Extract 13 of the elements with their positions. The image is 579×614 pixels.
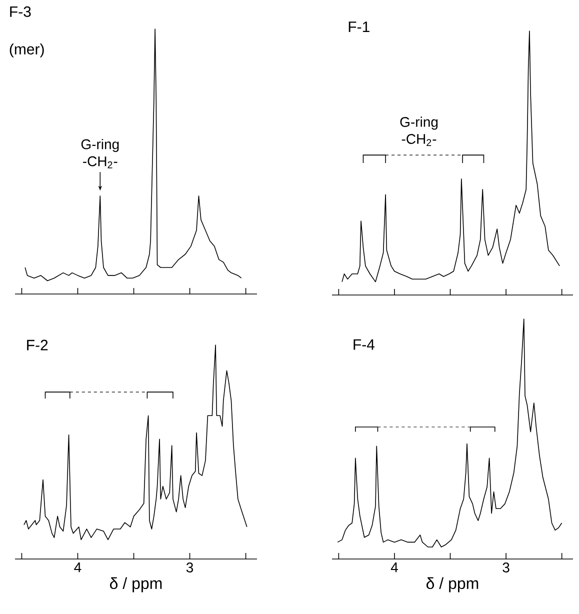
text: (mer) [10,43,44,58]
x-axis-title: δ / ppm [426,577,478,592]
chart-title: F-1 [348,22,370,32]
x-tick-label: 3 [502,562,510,572]
chart-title: F-2 [27,340,48,350]
chart-title: F-3 [10,6,31,17]
x-tick-label: 3 [186,562,194,572]
annotation: G-ring -CH$_{2}$- [81,138,119,168]
text: F-4 [354,339,375,350]
x-axis-title: δ / ppm [110,577,162,592]
annotation: G-ring -CH$_{2}$- [400,116,438,146]
x-tick-label: 4 [74,562,82,572]
x-tick-label: 4 [390,562,398,572]
